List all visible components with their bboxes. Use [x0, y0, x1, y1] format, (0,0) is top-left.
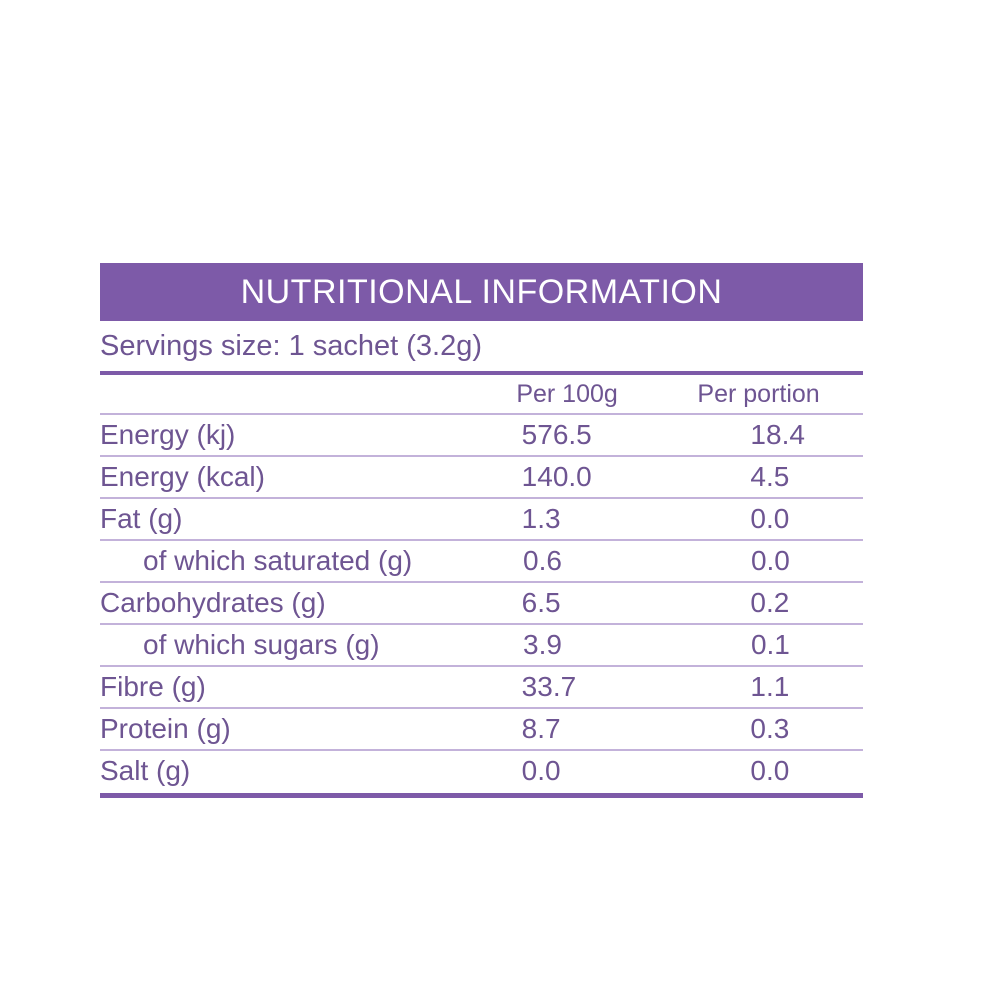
row-per-portion: 0.2: [750, 587, 790, 618]
row-label: Carbohydrates (g): [100, 587, 326, 618]
row-per-portion: 0.0: [750, 755, 790, 786]
row-per-portion: 0.1: [750, 629, 790, 660]
row-per-portion: 0.0: [750, 503, 790, 534]
row-per-100g: 0.0: [521, 755, 561, 786]
table-row: of which saturated (g) 0.6 0.0: [100, 541, 863, 583]
row-label: Fat (g): [100, 503, 183, 534]
table-row: Protein (g) 8.7 0.3: [100, 709, 863, 751]
row-per-100g: 33.7: [521, 671, 577, 702]
serving-size: Servings size: 1 sachet (3.2g): [100, 329, 483, 362]
row-per-100g: 576.5: [521, 419, 592, 450]
nutrition-panel: NUTRITIONAL INFORMATION Servings size: 1…: [100, 263, 863, 798]
row-per-100g: 140.0: [521, 461, 592, 492]
table-row: Energy (kj) 576.5 18.4: [100, 415, 863, 457]
row-per-portion: 0.3: [750, 713, 790, 744]
row-label: of which sugars (g): [143, 629, 380, 660]
table-header-row: Per 100g Per portion: [100, 375, 863, 415]
divider-bottom: [100, 793, 863, 798]
table-row: Fat (g) 1.3 0.0: [100, 499, 863, 541]
row-label: Fibre (g): [100, 671, 206, 702]
row-per-100g: 3.9: [523, 629, 562, 660]
title-bar: NUTRITIONAL INFORMATION: [100, 263, 863, 321]
row-per-100g: 6.5: [521, 587, 561, 618]
row-per-portion: 1.1: [750, 671, 790, 702]
row-per-portion: 18.4: [750, 419, 805, 450]
row-label: of which saturated (g): [143, 545, 413, 576]
row-per-100g: 1.3: [521, 503, 561, 534]
row-label: Energy (kcal): [100, 461, 265, 492]
header-per-100g: Per 100g: [516, 379, 618, 408]
table-row: Salt (g) 0.0 0.0: [100, 751, 863, 791]
header-per-portion: Per portion: [697, 379, 820, 408]
row-label: Protein (g): [100, 713, 231, 744]
row-per-portion: 0.0: [750, 545, 790, 576]
table-row: Fibre (g) 33.7 1.1: [100, 667, 863, 709]
row-per-100g: 0.6: [523, 545, 562, 576]
row-label: Energy (kj): [100, 419, 236, 450]
divider-thick: [100, 371, 863, 375]
panel-title: NUTRITIONAL INFORMATION: [240, 272, 723, 311]
row-per-portion: 4.5: [750, 461, 790, 492]
row-per-100g: 8.7: [521, 713, 561, 744]
row-label: Salt (g): [100, 755, 191, 786]
table-row: of which sugars (g) 3.9 0.1: [100, 625, 863, 667]
table-row: Carbohydrates (g) 6.5 0.2: [100, 583, 863, 625]
table-row: Energy (kcal) 140.0 4.5: [100, 457, 863, 499]
